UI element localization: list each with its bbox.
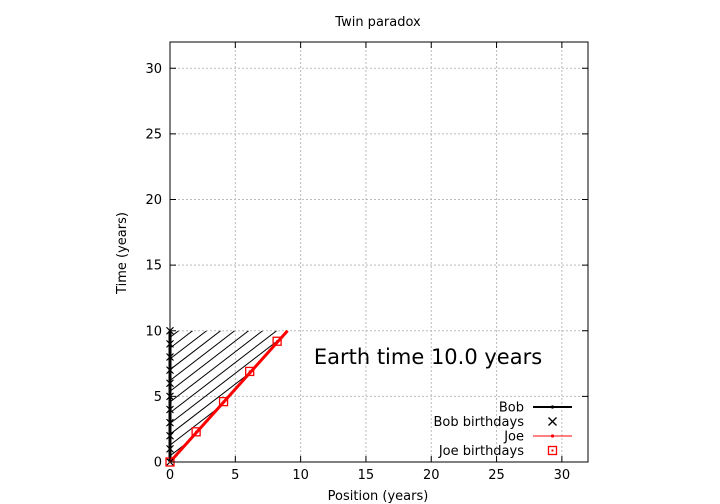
marker-dot (222, 400, 225, 403)
legend-swatch-dot (550, 434, 555, 438)
x-tick-label: 30 (554, 468, 571, 483)
y-tick-label: 15 (145, 259, 162, 274)
marker-dot (276, 340, 279, 343)
hatch-line (170, 330, 277, 462)
hatch-line (0, 331, 95, 462)
marker-square (218, 396, 229, 407)
joe-birthday-marker (245, 366, 255, 377)
y-tick-label: 20 (145, 193, 162, 208)
legend-swatch-dot (550, 405, 555, 409)
x-tick-label: 5 (231, 468, 239, 483)
joe-birthday-marker (272, 336, 282, 346)
legend-label: Joe birthdays (438, 444, 524, 459)
legend-label: Bob birthdays (434, 415, 525, 430)
joe-birthday-marker (191, 427, 201, 437)
chart-title: Twin paradox (334, 15, 421, 30)
hatch-line (568, 331, 720, 462)
y-tick-label: 0 (154, 456, 162, 471)
x-tick-label: 25 (488, 468, 505, 483)
hatch-line (170, 330, 263, 462)
series-line-joe (168, 329, 289, 464)
hatch-line (170, 330, 221, 462)
hatch-line (0, 331, 123, 462)
hatch-line (170, 330, 288, 462)
x-tick-label: 15 (358, 468, 375, 483)
legend-label: Joe (503, 430, 524, 445)
marker-square (191, 427, 201, 437)
hatch-line (540, 331, 711, 462)
hatch-line (0, 331, 53, 462)
hatch-line (0, 331, 67, 462)
joe-birthday-marker (218, 396, 229, 407)
hatch-line (170, 330, 193, 462)
x-tick-label: 10 (292, 468, 309, 483)
hatch-line (0, 331, 137, 462)
hatch-line (0, 331, 25, 462)
y-tick-label: 30 (145, 62, 162, 77)
legend-label: Bob (499, 401, 524, 416)
y-tick-label: 5 (154, 390, 162, 405)
marker-dot (195, 430, 198, 433)
hatch-line (0, 331, 109, 462)
plot-frame (169, 41, 589, 463)
hatch-line (0, 331, 165, 462)
marker-square (272, 336, 282, 346)
earth-time-annotation: Earth time 10.0 years (314, 345, 542, 369)
marker-square (245, 366, 255, 377)
marker-dot (248, 370, 251, 373)
x-axis-label: Position (years) (328, 489, 429, 504)
hatch-line (170, 330, 235, 462)
legend-swatch-square (547, 445, 558, 456)
legend-swatch-dot (551, 449, 554, 452)
x-tick-label: 0 (166, 468, 174, 483)
x-tick-label: 20 (423, 468, 440, 483)
grid (170, 42, 588, 462)
hatch-line (0, 331, 151, 462)
ticks: 0 5 10 15 20 25 30 0 5 10 15 20 25 30 (145, 42, 588, 483)
y-axis-label: Time (years) (115, 212, 130, 295)
y-tick-label: 25 (145, 127, 162, 142)
legend-swatch-x (548, 417, 557, 426)
y-tick-label: 10 (145, 324, 162, 339)
hatch-line (0, 331, 11, 462)
hatch-line (170, 330, 249, 462)
hatch-line (0, 331, 39, 462)
hatch-line (170, 330, 207, 462)
hatch-line (0, 331, 81, 462)
